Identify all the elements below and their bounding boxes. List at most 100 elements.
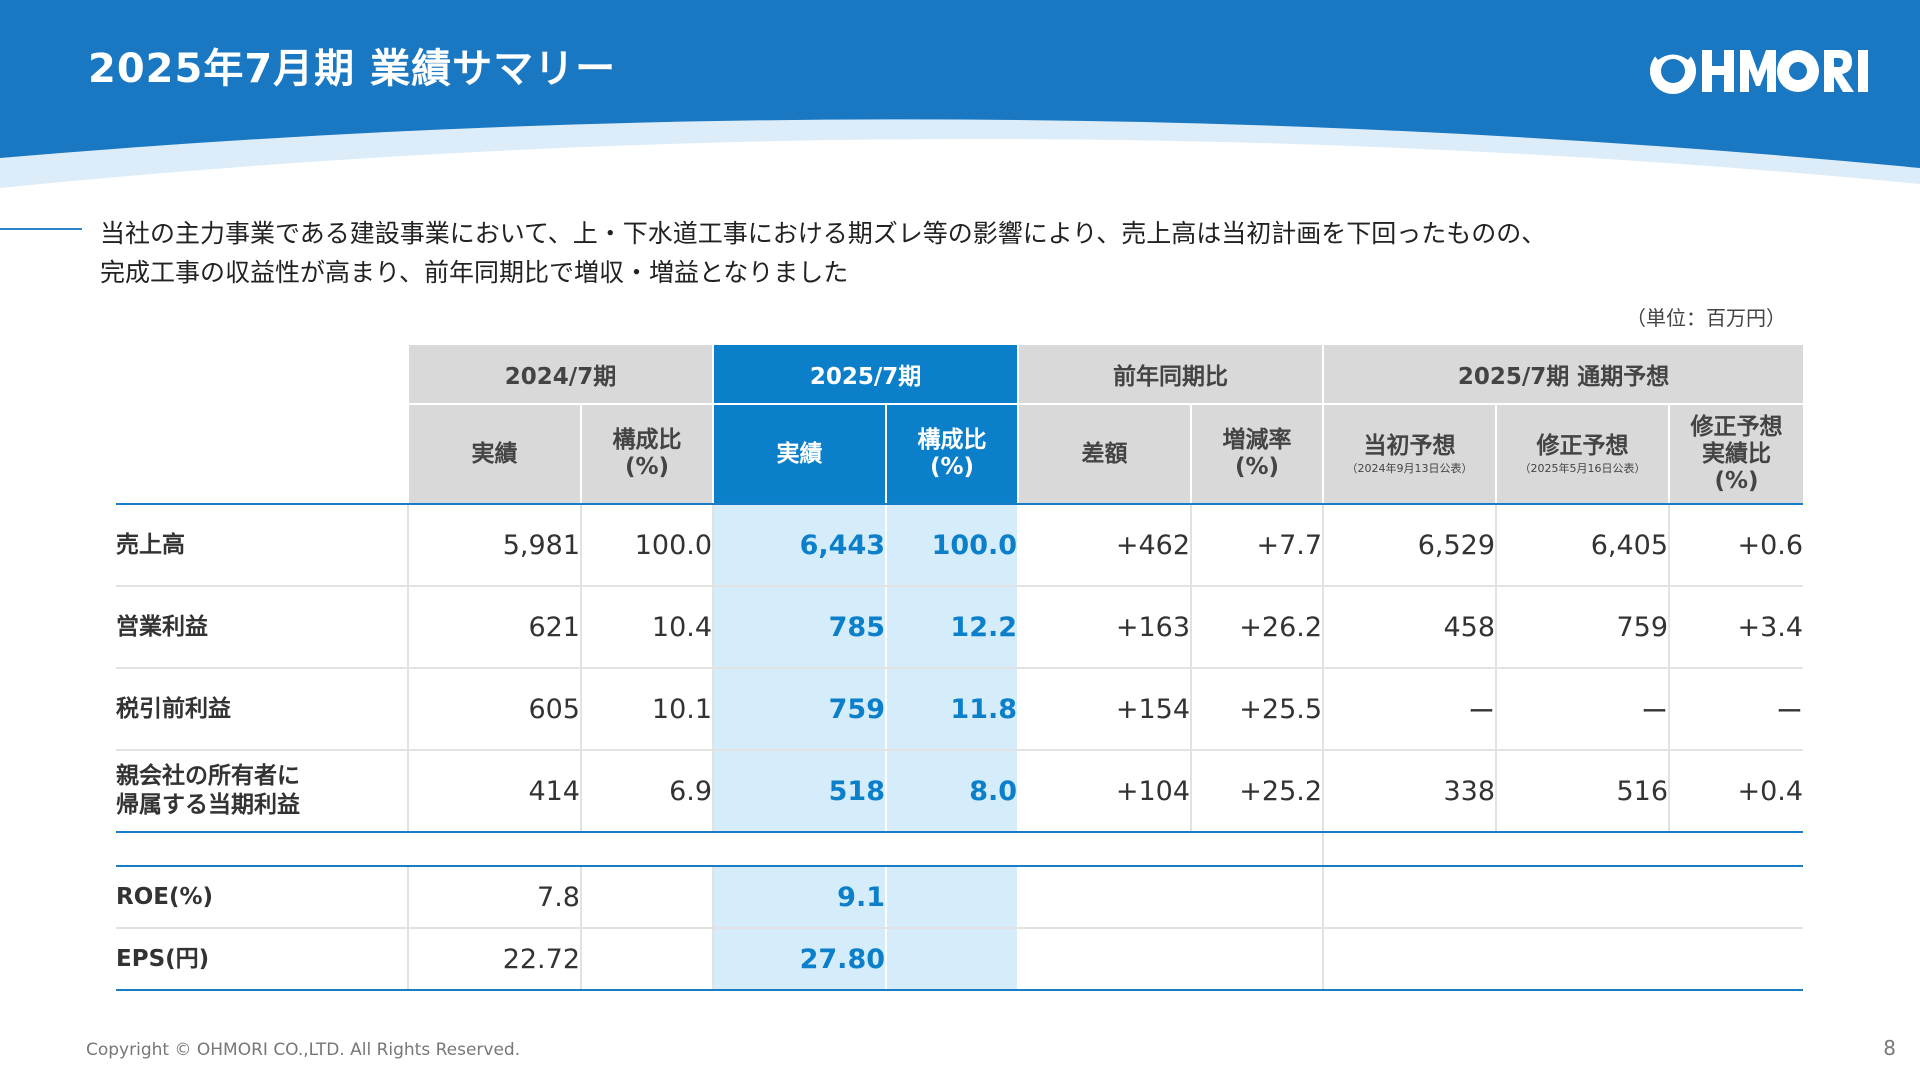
cell-revised: ー [1496,668,1671,751]
cell-revised: 759 [1496,586,1671,669]
col-header-vs-revised-line3: (%) [1714,467,1759,494]
col-header-initial: 当初予想 （2024年9月13日公表） [1323,403,1498,505]
row-label-operating-profit: 営業利益 [116,586,409,669]
table-row: 営業利益 621 10.4 785 12.2 +163 +26.2 458 75… [116,586,1804,669]
col-header-cur-ratio-line1: 構成比 [917,427,987,453]
copyright-footer: Copyright © OHMORI CO.,LTD. All Rights R… [86,1040,521,1060]
col-header-initial-label: 当初予想 [1363,432,1456,459]
table-row: ROE(%) 7.8 9.1 [116,866,1804,929]
cell-diff: +163 [1018,586,1193,669]
col-header-vs-revised-line2: 実績比 [1702,440,1772,467]
row-label-pretax-profit: 税引前利益 [116,668,409,751]
header-corner [116,345,409,404]
cell-revised: 516 [1496,750,1671,833]
col-header-prev-actual: 実績 [408,403,582,505]
cell-cur-ratio: 12.2 [886,586,1020,669]
cell-rate: +7.7 [1191,504,1325,587]
col-header-cur-ratio-line2: (%) [929,454,975,480]
cell-empty [886,928,1020,991]
cell-initial: 458 [1323,586,1498,669]
cell-rate: +25.5 [1191,668,1325,751]
summary-table: 2024/7期 2025/7期 前年同期比 2025/7期 通期予想 実績 構成… [116,345,1804,991]
header-row-sub: 実績 構成比 (%) 実績 構成比 (%) 差額 増減率 (%) 当初予想 （2… [116,403,1804,505]
cell-prev-actual: 5,981 [408,504,582,587]
col-header-revised-label: 修正予想 [1536,432,1629,459]
cell-initial: ー [1323,668,1498,751]
cell-prev-eps: 22.72 [408,928,582,991]
row-label-sales: 売上高 [116,504,409,587]
row-label-line: 売上高 [116,531,185,558]
col-header-prev-ratio: 構成比 (%) [581,403,715,505]
col-header-initial-date: （2024年9月13日公表） [1346,461,1473,475]
col-header-diff: 差額 [1018,403,1193,505]
cell-initial: 338 [1323,750,1498,833]
header-corner-sub [116,403,409,505]
cell-initial: 6,529 [1323,504,1498,587]
cell-diff: +154 [1018,668,1193,751]
lead-line-1: 当社の主力事業である建設事業において、上・下水道工事における期ズレ等の影響により… [100,219,1547,248]
group-header-current: 2025/7期 [713,345,1020,404]
page-title: 2025年7月期 業績サマリー [88,46,617,92]
header-row-groups: 2024/7期 2025/7期 前年同期比 2025/7期 通期予想 [116,345,1804,404]
col-header-prev-ratio-line1: 構成比 [612,427,682,453]
row-label-line: 営業利益 [116,613,208,640]
ohmori-logo [1650,47,1868,94]
table-row: EPS(円) 22.72 27.80 [116,928,1804,991]
row-label-roe: ROE(%) [116,866,409,929]
table-row: 売上高 5,981 100.0 6,443 100.0 +462 +7.7 6,… [116,504,1804,587]
cell-prev-ratio: 10.1 [581,668,715,751]
cell-cur-eps: 27.80 [713,928,888,991]
col-header-rate-line2: (%) [1234,454,1280,480]
cell-cur-actual: 759 [713,668,888,751]
cell-prev-ratio: 100.0 [581,504,715,587]
col-header-revised-date: （2025年5月16日公表） [1519,461,1646,475]
cell-empty [1018,928,1325,991]
col-header-rate-line1: 増減率 [1222,427,1292,453]
cell-cur-ratio: 8.0 [886,750,1020,833]
row-label-eps: EPS(円) [116,928,409,991]
unit-note: （単位：百万円） [1626,306,1786,330]
col-header-prev-ratio-line2: (%) [624,454,670,480]
cell-cur-ratio: 100.0 [886,504,1020,587]
cell-cur-actual: 518 [713,750,888,833]
col-header-vs-revised-line1: 修正予想 [1690,413,1783,440]
cell-cur-actual: 785 [713,586,888,669]
cell-vs-revised: +0.4 [1669,750,1804,833]
cell-empty [886,866,1020,929]
cell-empty [1018,866,1325,929]
spacer-cell [116,832,1325,867]
cell-prev-actual: 605 [408,668,582,751]
cell-empty [581,866,715,929]
row-label-line: 帰属する当期利益 [116,792,300,818]
spacer-cell [1323,832,1804,867]
page-number: 8 [1883,1036,1896,1060]
cell-cur-ratio: 11.8 [886,668,1020,751]
group-header-prev: 2024/7期 [408,345,715,404]
side-rule [0,228,82,230]
table-row: 親会社の所有者に 帰属する当期利益 414 6.9 518 8.0 +104 +… [116,750,1804,833]
lead-line-2: 完成工事の収益性が高まり、前年同期比で増収・増益となりました [100,258,849,287]
col-header-cur-actual: 実績 [713,403,888,505]
cell-cur-actual: 6,443 [713,504,888,587]
cell-empty [1323,866,1804,929]
table-row: 税引前利益 605 10.1 759 11.8 +154 +25.5 ー ー ー [116,668,1804,751]
cell-empty [1323,928,1804,991]
row-label-net-profit: 親会社の所有者に 帰属する当期利益 [116,750,409,833]
col-header-revised: 修正予想 （2025年5月16日公表） [1496,403,1671,505]
cell-revised: 6,405 [1496,504,1671,587]
cell-diff: +462 [1018,504,1193,587]
col-header-rate: 増減率 (%) [1191,403,1325,505]
cell-prev-ratio: 10.4 [581,586,715,669]
cell-rate: +26.2 [1191,586,1325,669]
col-header-vs-revised: 修正予想 実績比 (%) [1669,403,1804,505]
row-label-line: 税引前利益 [116,695,231,722]
table-spacer-row [116,832,1804,867]
cell-prev-actual: 621 [408,586,582,669]
cell-prev-ratio: 6.9 [581,750,715,833]
header-band [0,0,1920,188]
cell-prev-roe: 7.8 [408,866,582,929]
cell-cur-roe: 9.1 [713,866,888,929]
cell-vs-revised: ー [1669,668,1804,751]
cell-diff: +104 [1018,750,1193,833]
cell-vs-revised: +3.4 [1669,586,1804,669]
